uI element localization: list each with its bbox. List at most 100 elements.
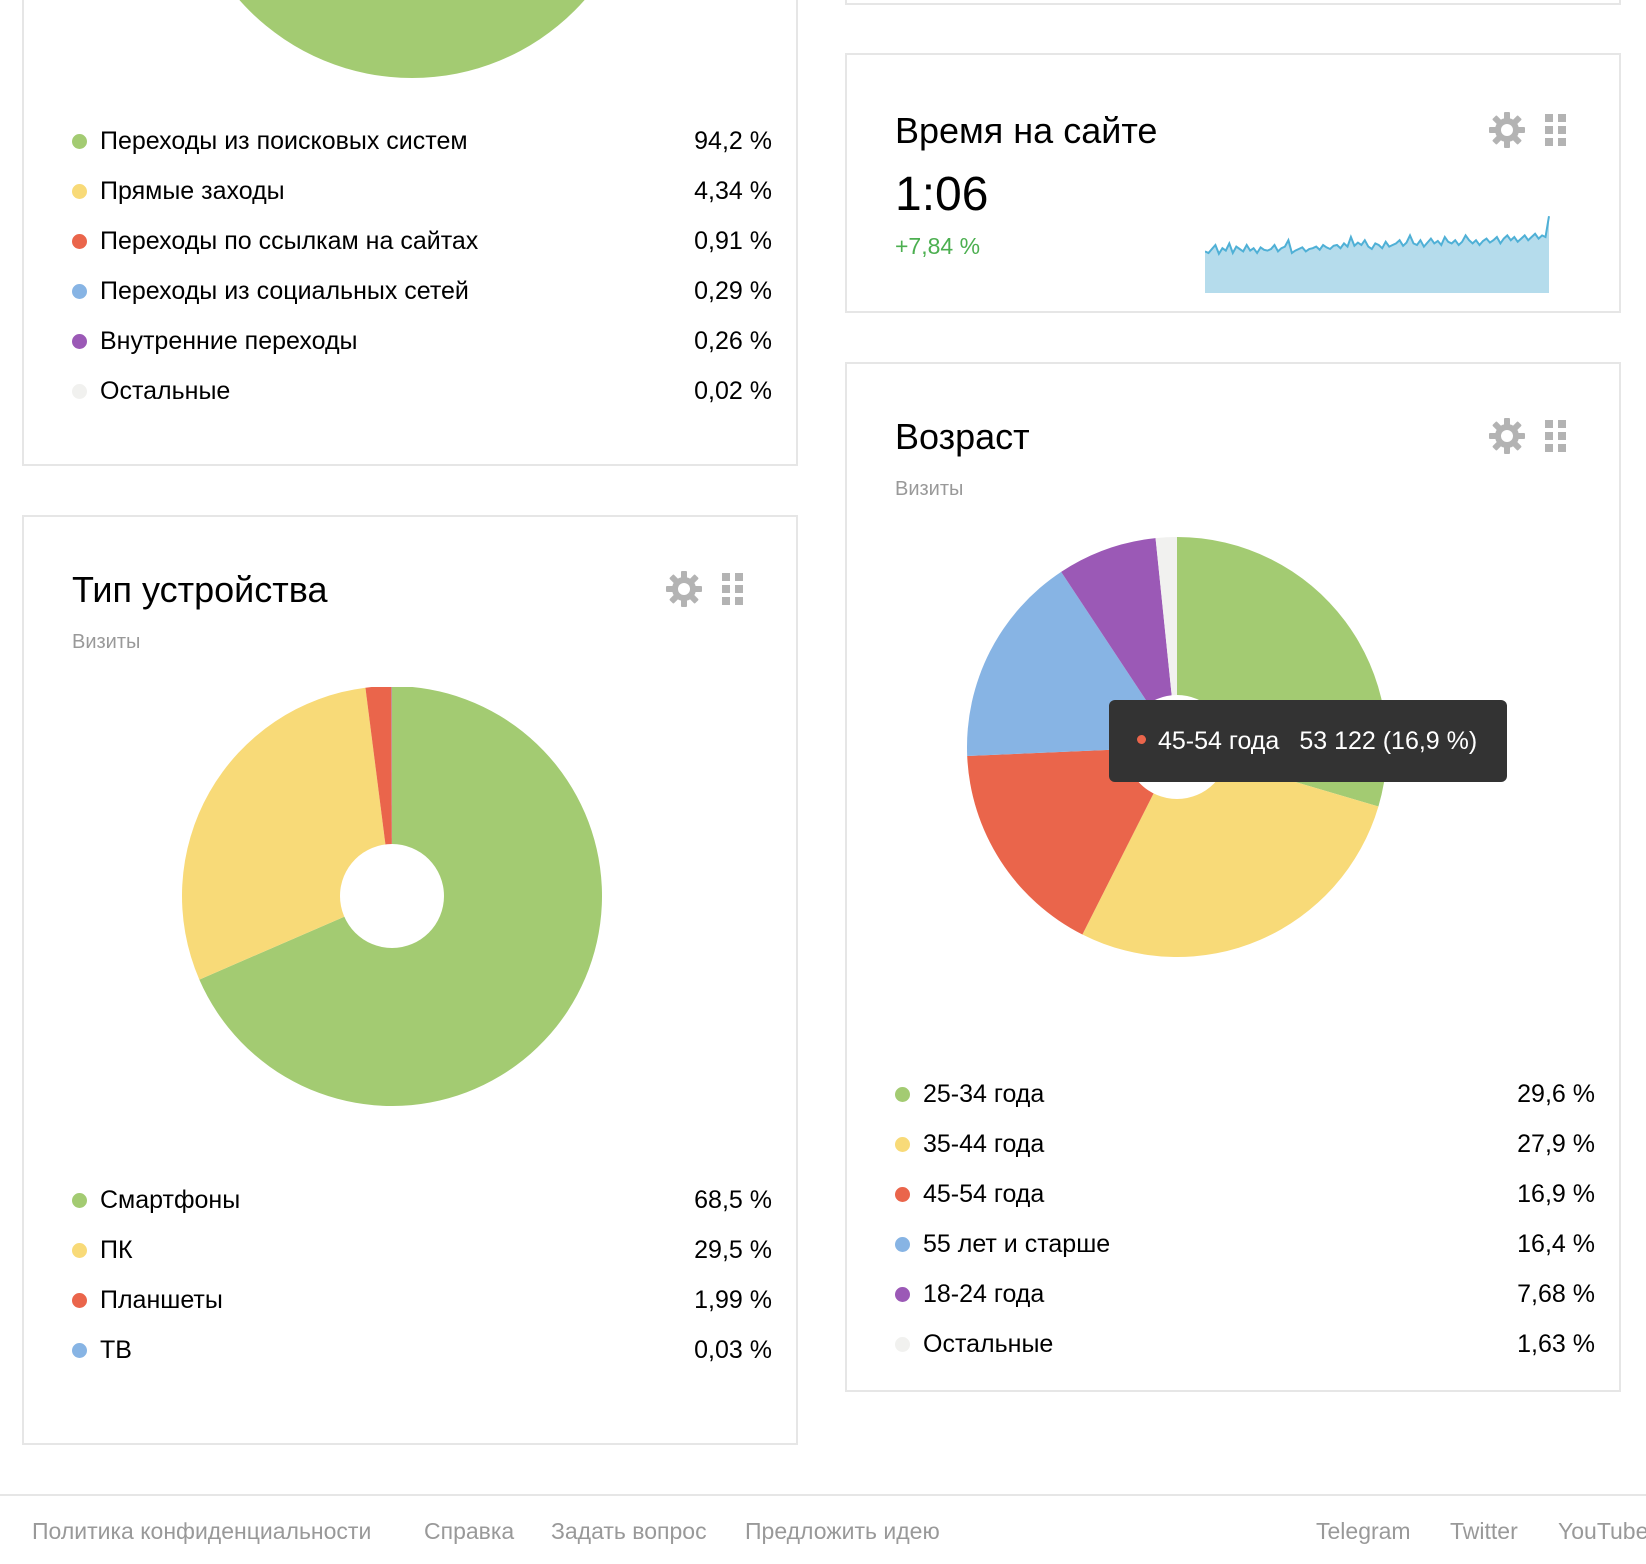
legend-value: 27,9 % — [1517, 1119, 1595, 1169]
legend-item[interactable]: Переходы по ссылкам на сайтах 0,91 % — [72, 216, 772, 266]
sparkline-area — [1205, 216, 1549, 293]
card-title: Возраст — [895, 416, 1030, 458]
gear-icon[interactable] — [1487, 110, 1527, 150]
pie-hole — [340, 844, 444, 948]
gear-icon[interactable] — [1487, 416, 1527, 456]
age-card: Возраст Визиты 45-54 года 53 122 (16,9 %)… — [845, 362, 1621, 1392]
legend-item[interactable]: Остальные 1,63 % — [895, 1319, 1595, 1369]
legend-color-dot — [72, 1193, 87, 1208]
legend-color-dot — [72, 184, 87, 199]
legend-label: 55 лет и старше — [923, 1219, 1110, 1269]
legend-item[interactable]: 18-24 года 7,68 % — [895, 1269, 1595, 1319]
footer: Политика конфиденциальности Справка Зада… — [0, 1494, 1646, 1564]
legend-item[interactable]: Внутренние переходы 0,26 % — [72, 316, 772, 366]
time-on-site-value: 1:06 — [895, 167, 988, 222]
card-subtitle: Визиты — [895, 478, 963, 501]
legend-value: 1,63 % — [1517, 1319, 1595, 1369]
legend-label: Смартфоны — [100, 1175, 240, 1225]
legend-label: Планшеты — [100, 1275, 223, 1325]
legend-item[interactable]: Остальные 0,02 % — [72, 366, 772, 416]
footer-link-ask[interactable]: Задать вопрос — [551, 1518, 707, 1545]
legend-color-dot — [895, 1287, 910, 1302]
legend-color-dot — [72, 134, 87, 149]
legend-color-dot — [72, 284, 87, 299]
legend-label: Прямые заходы — [100, 166, 285, 216]
legend-color-dot — [72, 384, 87, 399]
footer-link-help[interactable]: Справка — [424, 1518, 514, 1545]
legend-value: 94,2 % — [694, 116, 772, 166]
chart-tooltip: 45-54 года 53 122 (16,9 %) — [1109, 700, 1507, 782]
legend-color-dot — [895, 1087, 910, 1102]
legend-label: Остальные — [923, 1319, 1053, 1369]
traffic-sources-pie[interactable] — [24, 0, 800, 88]
legend-item[interactable]: Планшеты 1,99 % — [72, 1275, 772, 1325]
footer-link-idea[interactable]: Предложить идею — [745, 1518, 940, 1545]
legend-label: 35-44 года — [923, 1119, 1044, 1169]
legend-color-dot — [895, 1237, 910, 1252]
previous-card-bottom — [845, 0, 1621, 5]
legend-value: 29,6 % — [1517, 1069, 1595, 1119]
legend-label: Переходы по ссылкам на сайтах — [100, 216, 478, 266]
legend-label: Остальные — [100, 366, 230, 416]
legend-item[interactable]: Переходы из социальных сетей 0,29 % — [72, 266, 772, 316]
footer-link-twitter[interactable]: Twitter — [1450, 1518, 1518, 1545]
legend-color-dot — [72, 1293, 87, 1308]
legend-color-dot — [72, 1343, 87, 1358]
legend-label: 18-24 года — [923, 1269, 1044, 1319]
legend-label: Переходы из социальных сетей — [100, 266, 469, 316]
legend-label: Переходы из поисковых систем — [100, 116, 468, 166]
device-pie-chart[interactable] — [24, 687, 800, 1137]
legend-label: ПК — [100, 1225, 133, 1275]
drag-handle-icon[interactable] — [1545, 420, 1567, 452]
drag-handle-icon[interactable] — [1545, 114, 1567, 146]
footer-link-privacy[interactable]: Политика конфиденциальности — [32, 1518, 371, 1545]
legend-value: 1,99 % — [694, 1275, 772, 1325]
tooltip-color-dot — [1137, 735, 1146, 744]
time-on-site-sparkline[interactable] — [1205, 163, 1570, 311]
legend-color-dot — [72, 234, 87, 249]
tooltip-label: 45-54 года — [1158, 727, 1279, 755]
card-subtitle: Визиты — [72, 631, 140, 654]
gear-icon[interactable] — [664, 569, 704, 609]
footer-link-youtube[interactable]: YouTube — [1558, 1518, 1646, 1545]
legend-value: 0,91 % — [694, 216, 772, 266]
legend-color-dot — [72, 1243, 87, 1258]
drag-handle-icon[interactable] — [722, 573, 744, 605]
legend-label: ТВ — [100, 1325, 132, 1375]
tooltip-value: 53 122 (16,9 %) — [1299, 727, 1477, 755]
time-on-site-change: +7,84 % — [895, 233, 980, 260]
legend-color-dot — [895, 1337, 910, 1352]
card-title: Время на сайте — [895, 110, 1157, 152]
legend-value: 0,26 % — [694, 316, 772, 366]
device-type-card: Тип устройства Визиты Смартфоны 68,5 % ПК 2… — [22, 515, 798, 1445]
legend-item[interactable]: ПК 29,5 % — [72, 1225, 772, 1275]
legend-value: 0,29 % — [694, 266, 772, 316]
footer-link-telegram[interactable]: Telegram — [1316, 1518, 1411, 1545]
device-legend: Смартфоны 68,5 % ПК 29,5 % Планшеты 1,99 % ТВ 0… — [72, 1175, 772, 1375]
legend-item[interactable]: ТВ 0,03 % — [72, 1325, 772, 1375]
legend-item[interactable]: 25-34 года 29,6 % — [895, 1069, 1595, 1119]
legend-item[interactable]: 35-44 года 27,9 % — [895, 1119, 1595, 1169]
legend-value: 4,34 % — [694, 166, 772, 216]
legend-item[interactable]: Прямые заходы 4,34 % — [72, 166, 772, 216]
legend-value: 0,03 % — [694, 1325, 772, 1375]
legend-label: Внутренние переходы — [100, 316, 358, 366]
legend-color-dot — [895, 1187, 910, 1202]
card-title: Тип устройства — [72, 569, 327, 611]
legend-label: 25-34 года — [923, 1069, 1044, 1119]
time-on-site-card: Время на сайте 1:06 +7,84 % — [845, 53, 1621, 313]
legend-color-dot — [895, 1137, 910, 1152]
legend-label: 45-54 года — [923, 1169, 1044, 1219]
legend-item[interactable]: Смартфоны 68,5 % — [72, 1175, 772, 1225]
legend-value: 7,68 % — [1517, 1269, 1595, 1319]
legend-color-dot — [72, 334, 87, 349]
legend-item[interactable]: Переходы из поисковых систем 94,2 % — [72, 116, 772, 166]
legend-value: 68,5 % — [694, 1175, 772, 1225]
legend-value: 29,5 % — [694, 1225, 772, 1275]
legend-value: 0,02 % — [694, 366, 772, 416]
